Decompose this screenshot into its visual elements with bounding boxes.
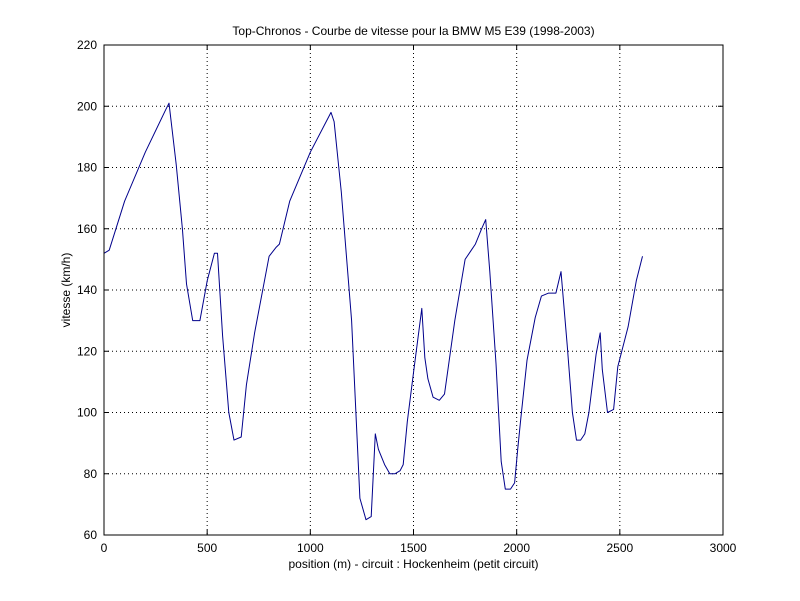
chart-title: Top-Chronos - Courbe de vitesse pour la … [232, 24, 594, 38]
speed-series-line [103, 102, 643, 521]
y-tick-label: 140 [77, 283, 97, 297]
series-layer [103, 102, 643, 521]
grid [104, 45, 723, 535]
ticks: 0 500 1000 1500 2000 2500 3000 60 80 100 120 140 160… [77, 38, 737, 555]
x-tick-label: 500 [197, 541, 217, 555]
y-tick-label: 80 [84, 467, 98, 481]
x-tick-label: 2000 [503, 541, 530, 555]
y-tick-label: 120 [77, 344, 97, 358]
x-tick-label: 1500 [400, 541, 427, 555]
y-tick-label: 160 [77, 222, 97, 236]
x-tick-label: 1000 [297, 541, 324, 555]
y-tick-label: 180 [77, 161, 97, 175]
x-axis-title: position (m) - circuit : Hockenheim (pet… [288, 557, 538, 571]
x-tick-label: 0 [101, 541, 108, 555]
y-tick-label: 200 [77, 99, 97, 113]
x-tick-label: 3000 [710, 541, 737, 555]
x-tick-label: 2500 [606, 541, 633, 555]
y-axis-title: vitesse (km/h) [59, 253, 73, 328]
y-tick-label: 100 [77, 406, 97, 420]
y-tick-label: 60 [84, 528, 98, 542]
y-tick-label: 220 [77, 38, 97, 52]
